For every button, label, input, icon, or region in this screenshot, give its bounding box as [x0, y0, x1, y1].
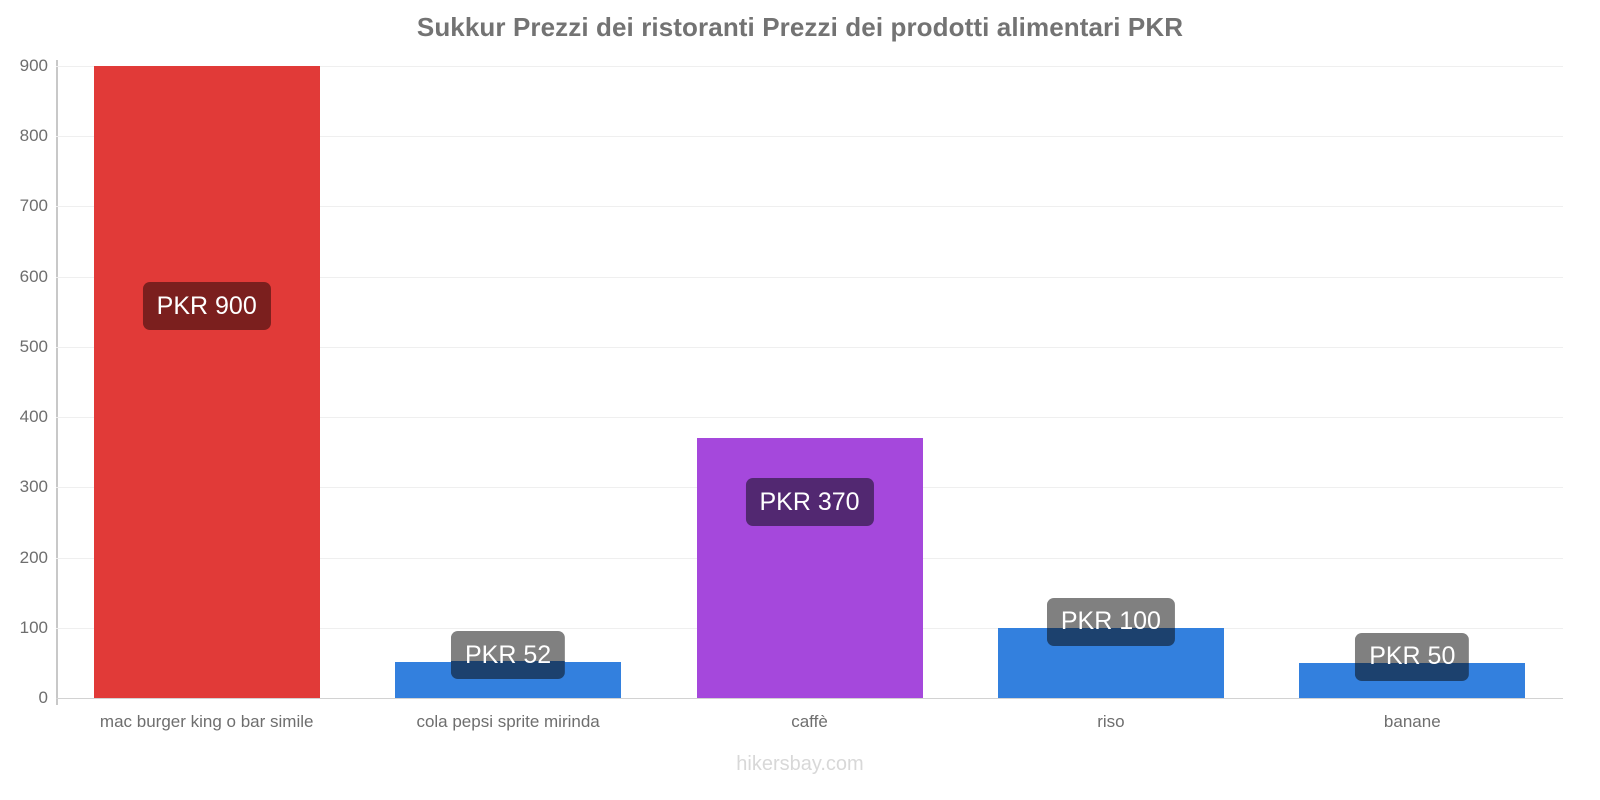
badge-fill-above-bar — [1046, 597, 1175, 628]
bar-value-text: PKR 100 — [1060, 607, 1161, 636]
bar-value-text: PKR 900 — [156, 291, 257, 320]
bar-value-label: PKR 900 — [142, 282, 271, 330]
badge-fill-over-bar — [451, 661, 566, 680]
gridline — [56, 276, 1563, 278]
y-axis-tick-label: 200 — [19, 547, 48, 567]
x-axis-category-label: caffè — [791, 712, 828, 731]
gridline — [56, 66, 1563, 67]
plot-area: PKR 900 PKR 52 PKR 370 PKR 100 PKR 50 — [56, 66, 1563, 699]
x-axis-category-label: mac burger king o bar simile — [99, 712, 314, 731]
y-axis-tick-label: 0 — [38, 688, 48, 707]
y-axis-tick-labels: 900 800 700 600 500 400 300 200 100 0 — [0, 0, 48, 800]
badge-fill-over-bar — [1046, 627, 1175, 646]
y-axis-tick-label: 900 — [19, 56, 48, 75]
bar[interactable] — [696, 438, 923, 698]
y-axis-tick-label: 800 — [19, 126, 48, 146]
bar-value-label: PKR 370 — [745, 478, 874, 527]
y-axis-tick-label: 400 — [19, 407, 48, 427]
y-axis-line — [56, 60, 58, 705]
bar-value-label: PKR 100 — [1046, 597, 1175, 646]
bar-value-text: PKR 370 — [759, 487, 860, 516]
gridline — [56, 206, 1563, 208]
x-axis-category-label: cola pepsi sprite mirinda — [416, 712, 600, 731]
y-axis-tick-label: 700 — [19, 196, 48, 216]
x-axis-category-label: banane — [1383, 712, 1441, 731]
bar-value-text: PKR 52 — [465, 640, 552, 669]
y-axis-tick-label: 100 — [19, 617, 48, 637]
gridline — [56, 136, 1563, 138]
x-axis-category-labels: mac burger king o bar simile cola pepsi s… — [56, 712, 1563, 742]
chart-title: Sukkur Prezzi dei ristoranti Prezzi dei … — [416, 12, 1184, 42]
gridline — [56, 698, 1563, 699]
badge-fill-over-bar — [1355, 662, 1470, 681]
gridline — [56, 346, 1563, 348]
x-axis-category-label: riso — [1097, 712, 1125, 731]
bar-value-text: PKR 50 — [1369, 642, 1456, 671]
y-axis-tick-label: 600 — [19, 266, 48, 286]
badge-fill-above-bar — [451, 631, 566, 662]
badge-fill-above-bar — [1355, 632, 1470, 663]
gridline — [56, 417, 1563, 419]
bar-value-label: PKR 50 — [1355, 632, 1470, 681]
y-axis-tick-label: 500 — [19, 336, 48, 356]
bar[interactable] — [93, 66, 320, 698]
y-axis-tick-label: 300 — [19, 477, 48, 497]
footer-watermark: hikersbay.com — [736, 753, 864, 775]
bar-value-label: PKR 52 — [451, 631, 566, 680]
